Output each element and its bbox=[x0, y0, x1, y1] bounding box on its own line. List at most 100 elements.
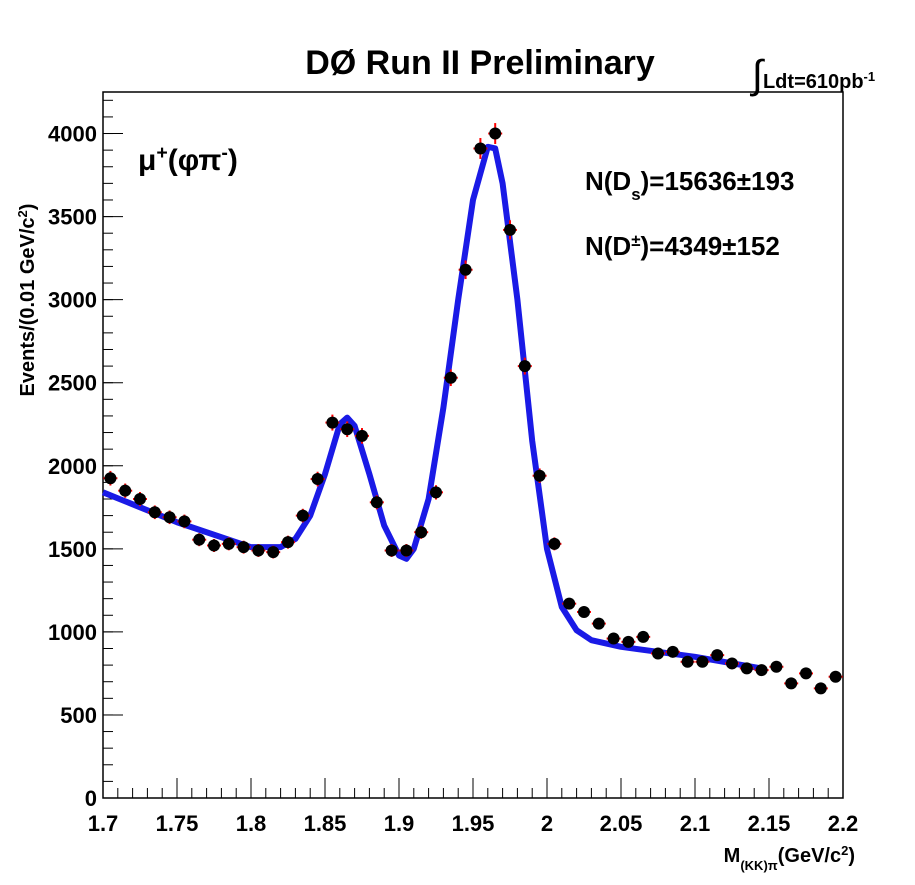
data-point bbox=[666, 645, 679, 658]
x-axis-label-part: 2 bbox=[841, 843, 848, 858]
annotation-part: ± bbox=[631, 231, 640, 250]
data-point bbox=[578, 605, 590, 618]
data-point bbox=[267, 546, 280, 559]
annotation-part: μ bbox=[138, 144, 156, 177]
data-point bbox=[607, 632, 620, 645]
data-point bbox=[163, 511, 176, 524]
x-tick-label: 1.9 bbox=[384, 811, 415, 836]
data-point bbox=[726, 657, 738, 670]
data-point bbox=[755, 664, 768, 677]
y-tick-label: 4000 bbox=[48, 122, 97, 147]
annotation: N(Ds)=15636±193 bbox=[585, 166, 794, 204]
x-tick-label: 1.95 bbox=[452, 811, 495, 836]
data-point bbox=[548, 537, 561, 550]
x-axis-label: M(KK)π(GeV/c2) bbox=[724, 843, 855, 873]
y-tick-label: 1500 bbox=[48, 537, 97, 562]
data-point bbox=[208, 539, 220, 552]
x-axis-label-part: (KK)π bbox=[740, 858, 777, 873]
data-point bbox=[637, 630, 650, 643]
data-point bbox=[681, 655, 694, 668]
y-tick-label: 3500 bbox=[48, 205, 97, 230]
data-point bbox=[518, 360, 531, 373]
luminosity-part: ∫ bbox=[750, 53, 766, 97]
data-point bbox=[296, 509, 309, 522]
data-point bbox=[370, 496, 383, 509]
chart-title: DØ Run II Preliminary bbox=[305, 44, 655, 82]
fit-curve bbox=[101, 143, 763, 672]
x-axis-label-part: M bbox=[724, 845, 741, 867]
y-tick-label: 1000 bbox=[48, 620, 97, 645]
data-point bbox=[252, 544, 265, 557]
data-point bbox=[430, 486, 442, 499]
x-axis-label-part: (GeV/c bbox=[778, 845, 841, 867]
data-point bbox=[178, 515, 191, 528]
data-point bbox=[829, 670, 842, 683]
x-tick-label: 2.2 bbox=[828, 811, 859, 836]
data-point bbox=[311, 473, 324, 486]
data-point bbox=[400, 544, 413, 557]
data-point bbox=[740, 662, 753, 675]
x-tick-label: 1.85 bbox=[304, 811, 347, 836]
luminosity: ∫Ldt=610pb-1 bbox=[750, 53, 875, 97]
y-axis-label-part: 2 bbox=[15, 210, 30, 217]
data-point bbox=[193, 533, 206, 546]
data-point bbox=[134, 492, 146, 505]
data-point bbox=[459, 263, 472, 276]
y-axis-label-part: Events/(0.01 GeV/c bbox=[17, 217, 39, 396]
x-tick-label: 2.1 bbox=[680, 811, 711, 836]
data-point bbox=[415, 526, 428, 539]
luminosity-part: Ldt=610pb bbox=[763, 71, 864, 93]
data-point bbox=[533, 469, 546, 482]
annotation-part: N(D bbox=[585, 231, 631, 261]
x-tick-label: 1.7 bbox=[88, 811, 119, 836]
x-tick-label: 2.15 bbox=[748, 811, 791, 836]
annotation: μ+(φπ-) bbox=[138, 142, 238, 177]
y-tick-label: 2500 bbox=[48, 371, 97, 396]
y-tick-label: 3000 bbox=[48, 288, 97, 313]
data-point bbox=[489, 127, 502, 140]
data-point bbox=[119, 484, 132, 497]
data-point bbox=[622, 635, 635, 648]
y-axis-label-part: ) bbox=[17, 204, 39, 211]
annotation-part: ) bbox=[228, 144, 238, 177]
data-point bbox=[104, 472, 117, 485]
data-point bbox=[652, 647, 664, 660]
annotation-part: (φπ bbox=[168, 144, 222, 177]
data-point bbox=[474, 142, 487, 155]
y-tick-label: 2000 bbox=[48, 454, 97, 479]
data-point bbox=[563, 597, 576, 610]
data-point bbox=[282, 536, 294, 549]
x-tick-label: 2 bbox=[541, 811, 553, 836]
luminosity-part: -1 bbox=[864, 69, 876, 84]
data-point bbox=[326, 416, 339, 429]
data-point bbox=[237, 541, 250, 554]
y-tick-label: 500 bbox=[60, 703, 97, 728]
annotation-part: s bbox=[631, 185, 640, 204]
data-point bbox=[814, 682, 827, 695]
x-tick-label: 1.75 bbox=[156, 811, 199, 836]
annotation-part: )=4349±152 bbox=[641, 231, 780, 261]
annotation-part: )=15636±193 bbox=[641, 166, 795, 196]
data-point bbox=[222, 537, 235, 550]
data-point bbox=[696, 655, 709, 668]
y-axis-label: Events/(0.01 GeV/c2) bbox=[15, 204, 40, 397]
data-point bbox=[148, 506, 161, 519]
data-point bbox=[356, 429, 368, 442]
data-point bbox=[341, 423, 354, 436]
data-point bbox=[785, 677, 798, 690]
y-tick-label: 0 bbox=[85, 786, 97, 811]
x-tick-label: 1.8 bbox=[236, 811, 267, 836]
data-point bbox=[444, 371, 457, 384]
data-point bbox=[770, 660, 783, 673]
annotation-part: - bbox=[221, 142, 228, 164]
annotation: N(D±)=4349±152 bbox=[585, 231, 780, 262]
data-point bbox=[800, 667, 812, 680]
data-point bbox=[385, 544, 398, 557]
annotation-part: N(D bbox=[585, 166, 631, 196]
data-point bbox=[711, 649, 724, 662]
x-axis-label-part: ) bbox=[848, 845, 855, 867]
data-point bbox=[504, 223, 516, 236]
x-tick-label: 2.05 bbox=[600, 811, 643, 836]
annotation-part: + bbox=[156, 142, 167, 164]
